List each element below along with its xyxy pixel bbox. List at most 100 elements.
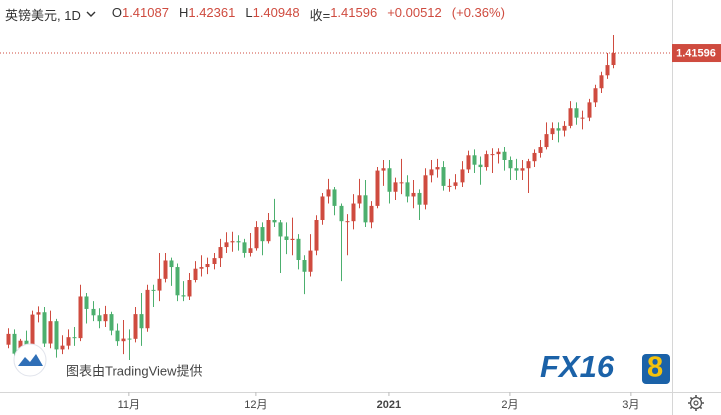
candle-body (484, 154, 489, 168)
candle-body (405, 182, 410, 197)
candle-body (605, 65, 610, 76)
candle-body (163, 260, 168, 279)
candle-body (478, 164, 483, 168)
x-tick-label: 2月 (501, 399, 518, 411)
candle-body (181, 295, 186, 297)
candle-body (490, 154, 495, 156)
candle-body (91, 308, 96, 316)
candle-body (151, 289, 156, 291)
candle-body (453, 182, 458, 186)
candle-body (339, 205, 344, 222)
candle-body (429, 169, 434, 176)
candle-body (472, 155, 477, 165)
high-value: 1.42361 (188, 5, 236, 20)
candle-body (526, 161, 531, 169)
candle-body (187, 280, 192, 297)
x-tick-label: 12月 (244, 399, 267, 411)
candle-body (460, 169, 465, 183)
open-value: 1.41087 (121, 5, 169, 20)
logo-box (642, 354, 670, 384)
x-tick-label: 3月 (622, 399, 639, 411)
change: +0.00512 (387, 5, 442, 20)
candle-body (30, 314, 35, 345)
candle-body (544, 134, 549, 148)
candle-body (550, 128, 555, 135)
candle-body (296, 238, 301, 260)
candle-body (236, 241, 241, 243)
fx168-logo: FX16 8 (539, 348, 670, 385)
watermark-text: 图表由TradingView提供 (66, 363, 203, 378)
candle-body (193, 268, 198, 280)
candle-body (218, 247, 223, 259)
candle-body (399, 182, 404, 184)
settings-icon[interactable] (688, 395, 704, 411)
candle-body (308, 250, 313, 272)
candle-body (441, 167, 446, 186)
candle-body (532, 152, 537, 162)
candle-body (54, 321, 59, 350)
candle-body (520, 168, 525, 171)
logo-accent: 8 (647, 352, 663, 384)
candle-body (345, 221, 350, 223)
candle-body (447, 185, 452, 187)
candle-body (369, 205, 374, 223)
candle-body (127, 338, 132, 340)
candle-body (97, 315, 102, 322)
candle-body (411, 192, 416, 197)
candle-body (103, 314, 108, 322)
close-label: 收= (309, 8, 331, 23)
candle-body (302, 260, 307, 272)
candle-body (417, 192, 422, 205)
candle-body (199, 267, 204, 269)
candle-body (381, 168, 386, 171)
candle-body (314, 220, 319, 251)
candle-body (363, 195, 368, 223)
tv-logo (13, 343, 47, 377)
candle-body (508, 160, 513, 169)
candle-body (326, 189, 331, 197)
open-label: O (111, 5, 122, 20)
candle-body (574, 108, 579, 118)
logo-main: FX16 (540, 349, 615, 384)
candle-body (290, 238, 295, 240)
candle-body (278, 222, 283, 237)
candle-body (568, 108, 573, 126)
candle-body (284, 236, 289, 240)
candle-body (139, 314, 144, 329)
candle-body (109, 314, 114, 331)
candle-body (266, 220, 271, 242)
candle-body (60, 345, 65, 350)
candle-body (599, 75, 604, 89)
plot-layer (0, 35, 672, 363)
candle-body (66, 337, 71, 346)
candle-body (393, 182, 398, 192)
candle-body (375, 170, 380, 206)
candle-body (121, 338, 126, 342)
candle-body (538, 147, 543, 153)
candle-body (260, 227, 265, 242)
candle-body (36, 312, 41, 315)
candle-body (157, 278, 162, 291)
candle-body (48, 321, 53, 344)
x-tick-label: 2021 (377, 399, 401, 411)
change-pct: (+0.36%) (451, 5, 505, 20)
candle-body (514, 168, 519, 171)
candle-body (556, 128, 561, 131)
price-label: 1.41596 (676, 47, 716, 59)
close-value: 1.41596 (330, 5, 378, 20)
candle-body (230, 241, 235, 243)
candle-body (496, 151, 501, 155)
candle-body (78, 296, 83, 339)
candle-body (212, 258, 217, 264)
candle-body (205, 264, 210, 268)
candle-body (42, 312, 47, 344)
candle-body (169, 260, 174, 268)
chevron[interactable] (84, 7, 98, 21)
candle-body (145, 289, 150, 329)
candle-body (466, 155, 471, 170)
x-tick-label: 11月 (118, 399, 140, 411)
candle-body (12, 333, 17, 354)
symbol[interactable]: 英镑美元, 1D (5, 8, 81, 23)
price-label-bg (672, 44, 721, 63)
